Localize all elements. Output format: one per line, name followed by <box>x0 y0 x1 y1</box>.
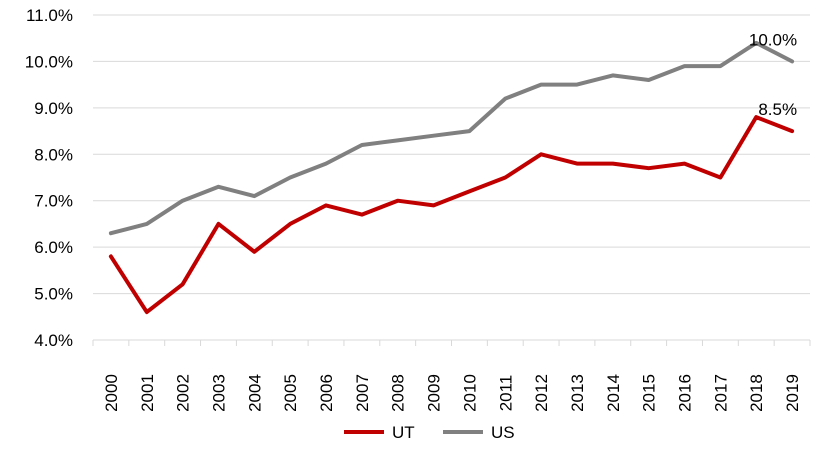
x-axis <box>92 339 811 346</box>
end-label-ut: 8.5% <box>758 100 797 119</box>
x-tick-label: 2002 <box>174 374 193 412</box>
y-tick-label: 8.0% <box>34 145 73 164</box>
y-tick-label: 5.0% <box>34 285 73 304</box>
legend: UT US <box>344 423 515 442</box>
series-line-ut <box>108 115 795 315</box>
y-tick-label: 7.0% <box>34 192 73 211</box>
x-tick-label: 2012 <box>532 374 551 412</box>
series-lines <box>108 40 795 315</box>
x-tick-label: 2007 <box>353 374 372 412</box>
series-line-us <box>108 40 795 236</box>
x-tick-label: 2001 <box>138 374 157 412</box>
x-tick-label: 2005 <box>281 374 300 412</box>
x-axis-ticks: 2000 2001 2002 2003 2004 2005 2006 2007 2008 2009… <box>102 374 802 412</box>
end-labels: 8.5% 10.0% <box>749 30 797 119</box>
y-tick-label: 11.0% <box>26 6 73 25</box>
x-tick-label: 2019 <box>783 374 802 412</box>
x-tick-label: 2003 <box>209 374 228 412</box>
x-tick-label: 2010 <box>460 374 479 412</box>
x-tick-label: 2018 <box>747 374 766 412</box>
x-tick-label: 2013 <box>568 374 587 412</box>
x-tick-label: 2017 <box>711 374 730 412</box>
x-tick-label: 2011 <box>496 375 515 412</box>
y-tick-label: 9.0% <box>34 99 73 118</box>
y-tick-label: 6.0% <box>34 238 73 257</box>
legend-label-ut: UT <box>392 423 415 442</box>
x-tick-label: 2006 <box>317 374 336 412</box>
legend-label-us: US <box>491 423 515 442</box>
y-axis-ticks: 4.0% 5.0% 6.0% 7.0% 8.0% 9.0% 10.0% 11.0% <box>25 6 73 350</box>
end-label-us: 10.0% <box>749 30 797 49</box>
x-tick-label: 2014 <box>604 374 623 412</box>
gridlines <box>93 14 810 295</box>
x-tick-label: 2015 <box>640 374 659 412</box>
x-tick-label: 2008 <box>389 374 408 412</box>
y-tick-label: 4.0% <box>34 331 73 350</box>
x-tick-label: 2016 <box>676 374 695 412</box>
x-tick-label: 2009 <box>425 374 444 412</box>
x-tick-label: 2000 <box>102 374 121 412</box>
y-tick-label: 10.0% <box>25 52 73 71</box>
x-tick-label: 2004 <box>245 374 264 412</box>
